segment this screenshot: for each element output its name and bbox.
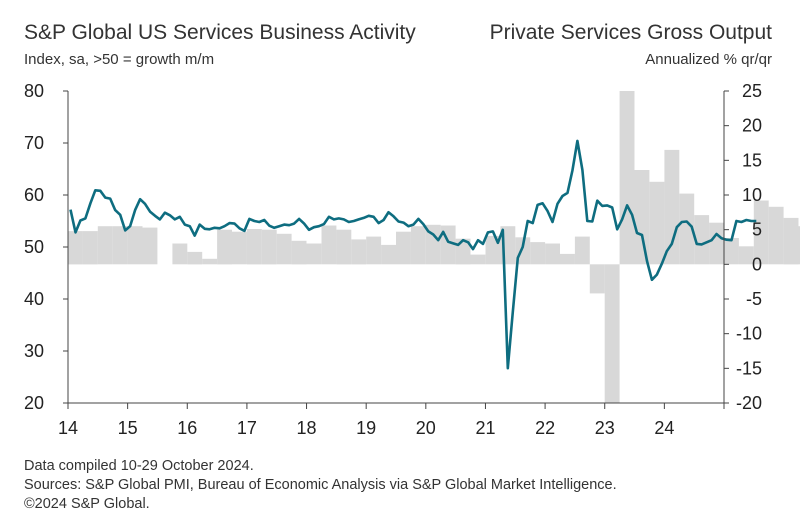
- bar-q33: [545, 243, 560, 265]
- bar-q17: [306, 243, 322, 265]
- left-subtitle: Index, sa, >50 = growth m/m: [24, 51, 214, 68]
- bar-q12: [232, 231, 247, 265]
- bar-q23: [396, 231, 411, 265]
- x-tick-label: 16: [177, 418, 197, 438]
- right-tick-label: -15: [736, 358, 762, 378]
- footer-sources: Sources: S&P Global PMI, Bureau of Econo…: [24, 477, 617, 493]
- bar-q24: [410, 226, 426, 265]
- right-axis-ticks: 25 20 15 10 5 0 -5 -10 -15 -20: [724, 81, 762, 413]
- left-tick-label: 70: [24, 133, 44, 153]
- right-title: Private Services Gross Output: [490, 21, 773, 44]
- x-tick-label: 21: [475, 418, 495, 438]
- right-tick-label: -5: [746, 289, 762, 309]
- x-tick-label: 18: [297, 418, 317, 438]
- footer-copyright: ©2024 S&P Global.: [24, 496, 150, 512]
- x-tick-label: 20: [416, 418, 436, 438]
- bar-q1: [68, 231, 83, 265]
- bar-q14: [261, 229, 277, 265]
- x-tick-label: 17: [237, 418, 257, 438]
- bar-q10: [202, 258, 218, 265]
- left-tick-label: 80: [24, 81, 44, 101]
- right-tick-label: 0: [752, 254, 762, 274]
- bar-q18: [321, 225, 337, 265]
- bar-q36: [589, 264, 605, 294]
- right-tick-label: 5: [752, 220, 762, 240]
- bar-q45: [724, 238, 739, 265]
- gross-output-bars: [68, 91, 800, 403]
- bar-q46: [738, 246, 754, 265]
- right-tick-label: 20: [742, 116, 762, 136]
- bar-q4: [112, 226, 128, 265]
- x-tick-label: 22: [535, 418, 555, 438]
- services-activity-line: [69, 139, 757, 370]
- left-tick-label: 20: [24, 393, 44, 413]
- bar-q3: [97, 226, 113, 265]
- bar-q13: [246, 229, 262, 265]
- bar-q19: [336, 229, 352, 265]
- bar-q22: [381, 244, 396, 265]
- left-tick-label: 60: [24, 185, 44, 205]
- bar-q28: [470, 254, 486, 265]
- bar-q43: [694, 215, 710, 265]
- bar-q8: [172, 243, 188, 265]
- bar-q20: [351, 239, 367, 265]
- bar-q34: [560, 253, 575, 265]
- footer-note: Data compiled 10-29 October 2024.: [24, 458, 254, 474]
- right-tick-label: 10: [742, 185, 762, 205]
- bar-q32: [530, 242, 546, 265]
- bar-q11: [217, 229, 232, 265]
- x-tick-label: 14: [58, 418, 78, 438]
- bar-q44: [709, 222, 724, 265]
- bar-q2: [82, 231, 98, 265]
- bar-q21: [366, 236, 382, 265]
- bar-q16: [291, 240, 307, 265]
- bar-q25: [425, 224, 441, 265]
- bar-q49: [783, 217, 799, 265]
- left-tick-label: 40: [24, 289, 44, 309]
- bar-q38: [619, 91, 635, 265]
- x-tick-label: 15: [118, 418, 138, 438]
- bar-q41: [664, 149, 680, 265]
- left-title: S&P Global US Services Business Activity: [24, 21, 416, 44]
- x-tick-label: 23: [595, 418, 615, 438]
- bar-q48: [768, 206, 784, 265]
- x-axis-ticks: 14 15 16 17 18 19 20 21 22 23 24: [58, 403, 725, 438]
- left-axis-ticks: 80 70 60 50 40 30 20: [24, 81, 68, 413]
- bar-q5: [127, 226, 143, 265]
- bar-q6: [142, 227, 158, 265]
- bar-q42: [679, 193, 695, 265]
- right-tick-label: -10: [736, 324, 762, 344]
- right-tick-label: 25: [742, 81, 762, 101]
- bar-q35: [574, 236, 590, 265]
- bar-q9: [187, 251, 203, 265]
- x-tick-label: 19: [356, 418, 376, 438]
- right-tick-label: 15: [742, 150, 762, 170]
- bar-q47: [753, 200, 769, 265]
- bar-q39: [634, 170, 650, 265]
- bar-q50: [798, 226, 800, 265]
- right-subtitle: Annualized % qr/qr: [645, 51, 772, 68]
- x-tick-label: 24: [654, 418, 674, 438]
- left-tick-label: 50: [24, 237, 44, 257]
- bar-q15: [276, 233, 292, 265]
- bar-q40: [649, 181, 665, 265]
- right-tick-label: -20: [736, 393, 762, 413]
- left-tick-label: 30: [24, 341, 44, 361]
- bar-q37: [604, 264, 620, 403]
